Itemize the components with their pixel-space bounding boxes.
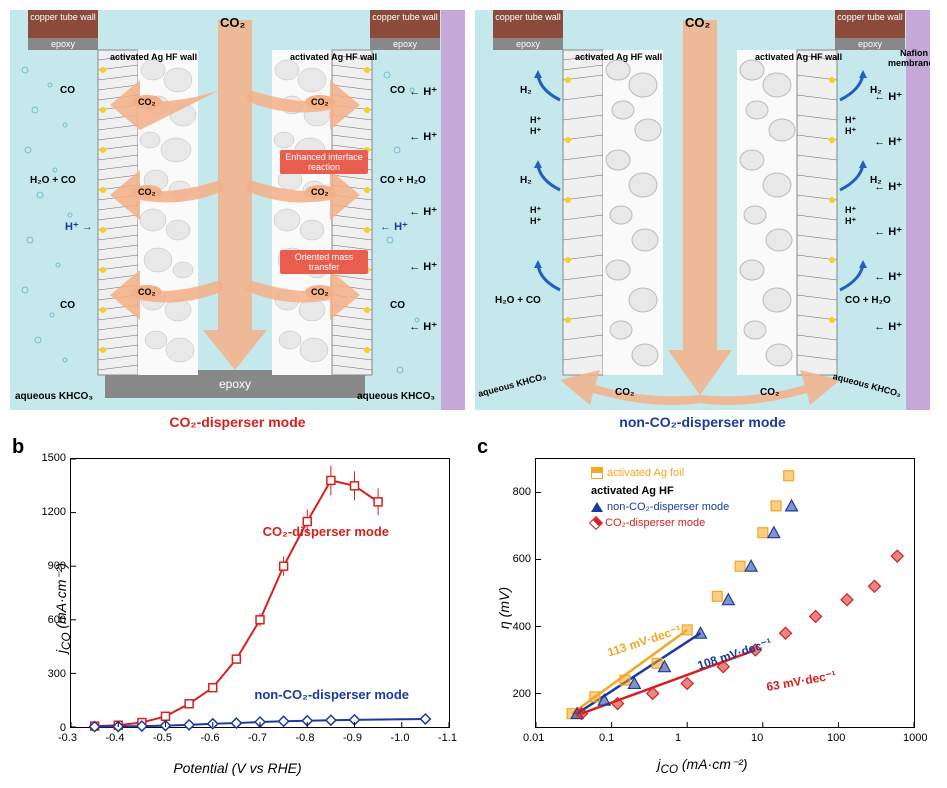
chart-c-area: activated Ag foil activated Ag HF non-CO… — [535, 458, 915, 728]
hplus-label: H⁺H⁺ — [845, 115, 856, 137]
porous-right — [737, 50, 797, 375]
h-plus: ← H⁺ — [874, 225, 902, 238]
h2-label: H₂ — [520, 85, 532, 96]
co2-bubble: CO₂ — [132, 95, 162, 109]
co2-top: CO₂ — [685, 15, 710, 30]
right-diagram: Nafion membrane copper tube wall copper … — [475, 10, 930, 410]
hf-label-right: activated Ag HF wall — [290, 52, 377, 62]
legend-foil: activated Ag foil — [591, 467, 684, 479]
h2-label: H₂ — [520, 175, 532, 186]
hf-label-right: activated Ag HF wall — [755, 52, 842, 62]
co2-bubble: CO₂ — [305, 285, 335, 299]
co2-bubble: CO₂ — [305, 185, 335, 199]
h-plus: ← H⁺ — [874, 270, 902, 283]
right-diagram-wrapper: Nafion membrane copper tube wall copper … — [475, 10, 930, 430]
left-mode-label: CO₂-disperser mode — [10, 414, 465, 430]
hplus-label: H⁺H⁺ — [845, 205, 856, 227]
xlabel-b: Potential (V vs RHE) — [173, 760, 301, 776]
nafion-membrane — [441, 10, 465, 410]
copper-label: copper tube wall — [372, 12, 438, 22]
chart-c-svg — [536, 459, 914, 727]
nafion-membrane — [906, 10, 930, 410]
hf-label-left: activated Ag HF wall — [575, 52, 662, 62]
co2-out: CO₂ — [760, 387, 779, 398]
co2-bubble: CO₂ — [132, 285, 162, 299]
co-h2o: CO + H₂O — [845, 295, 891, 306]
legend-non: non-CO₂-disperser mode — [591, 501, 729, 513]
copper-label: copper tube wall — [30, 12, 96, 22]
hf-wall-right — [797, 50, 837, 375]
ylabel-b: jCO (mA·cm⁻²) — [53, 563, 73, 653]
porous-left — [603, 50, 663, 375]
left-diagram: copper tube wall copper tube wall epoxy … — [10, 10, 465, 410]
epoxy-top-left: epoxy — [28, 38, 98, 50]
hplus-label: H⁺H⁺ — [530, 205, 541, 227]
series1-label: CO₂-disperser mode — [263, 524, 389, 539]
legend-disp: CO₂-disperser mode — [591, 517, 705, 529]
copper-wall-left: copper tube wall — [493, 10, 563, 38]
h-plus: ← H⁺ — [874, 90, 902, 103]
hplus-label: H⁺H⁺ — [530, 115, 541, 137]
panel-row-bc: b CO₂-disperser mode non-CO₂-disperser m… — [10, 438, 937, 778]
co2-bubble: CO₂ — [305, 95, 335, 109]
copper-wall-right: copper tube wall — [835, 10, 905, 38]
h-plus: ← H⁺ — [874, 135, 902, 148]
bubbles-right — [372, 50, 442, 400]
h-plus: ← H⁺ — [874, 320, 902, 333]
copper-wall-left: copper tube wall — [28, 10, 98, 38]
right-mode-label: non-CO₂-disperser mode — [475, 414, 930, 430]
series2-label: non-CO₂-disperser mode — [254, 687, 409, 702]
panel-a: a copper tube wall copper tube wall epox… — [10, 10, 937, 430]
bubbles-left — [10, 50, 98, 400]
copper-wall-right: copper tube wall — [370, 10, 440, 38]
epoxy-top-right: epoxy — [835, 38, 905, 50]
panel-c-label: c — [477, 436, 488, 459]
panel-b: b CO₂-disperser mode non-CO₂-disperser m… — [10, 438, 465, 778]
epoxy-top-right: epoxy — [370, 38, 440, 50]
hf-label-left: activated Ag HF wall — [110, 52, 197, 62]
co2-bubble: CO₂ — [132, 185, 162, 199]
enhanced-box: Enhanced interface reaction — [280, 150, 368, 174]
co2-main-arrow — [663, 10, 737, 405]
panel-c: c activated Ag foil activated Ag HF non-… — [475, 438, 930, 778]
figure-container: a copper tube wall copper tube wall epox… — [10, 10, 937, 778]
xlabel-c: jCO (mA·cm⁻²) — [657, 756, 747, 776]
co2-out: CO₂ — [615, 387, 634, 398]
co2-out-arrows — [525, 365, 875, 410]
epoxy-top-left: epoxy — [493, 38, 563, 50]
nafion-label: Nafion membrane — [888, 48, 928, 68]
chart-b-area: CO₂-disperser mode non-CO₂-disperser mod… — [70, 458, 450, 728]
h-plus: ← H⁺ — [874, 180, 902, 193]
legend-hf-header: activated Ag HF — [591, 485, 674, 497]
panel-b-label: b — [12, 436, 24, 459]
h2o-co: H₂O + CO — [495, 295, 541, 306]
oriented-box: Oriented mass transfer — [280, 250, 368, 274]
co2-top-label: CO₂ — [220, 15, 245, 30]
left-diagram-wrapper: copper tube wall copper tube wall epoxy … — [10, 10, 465, 430]
